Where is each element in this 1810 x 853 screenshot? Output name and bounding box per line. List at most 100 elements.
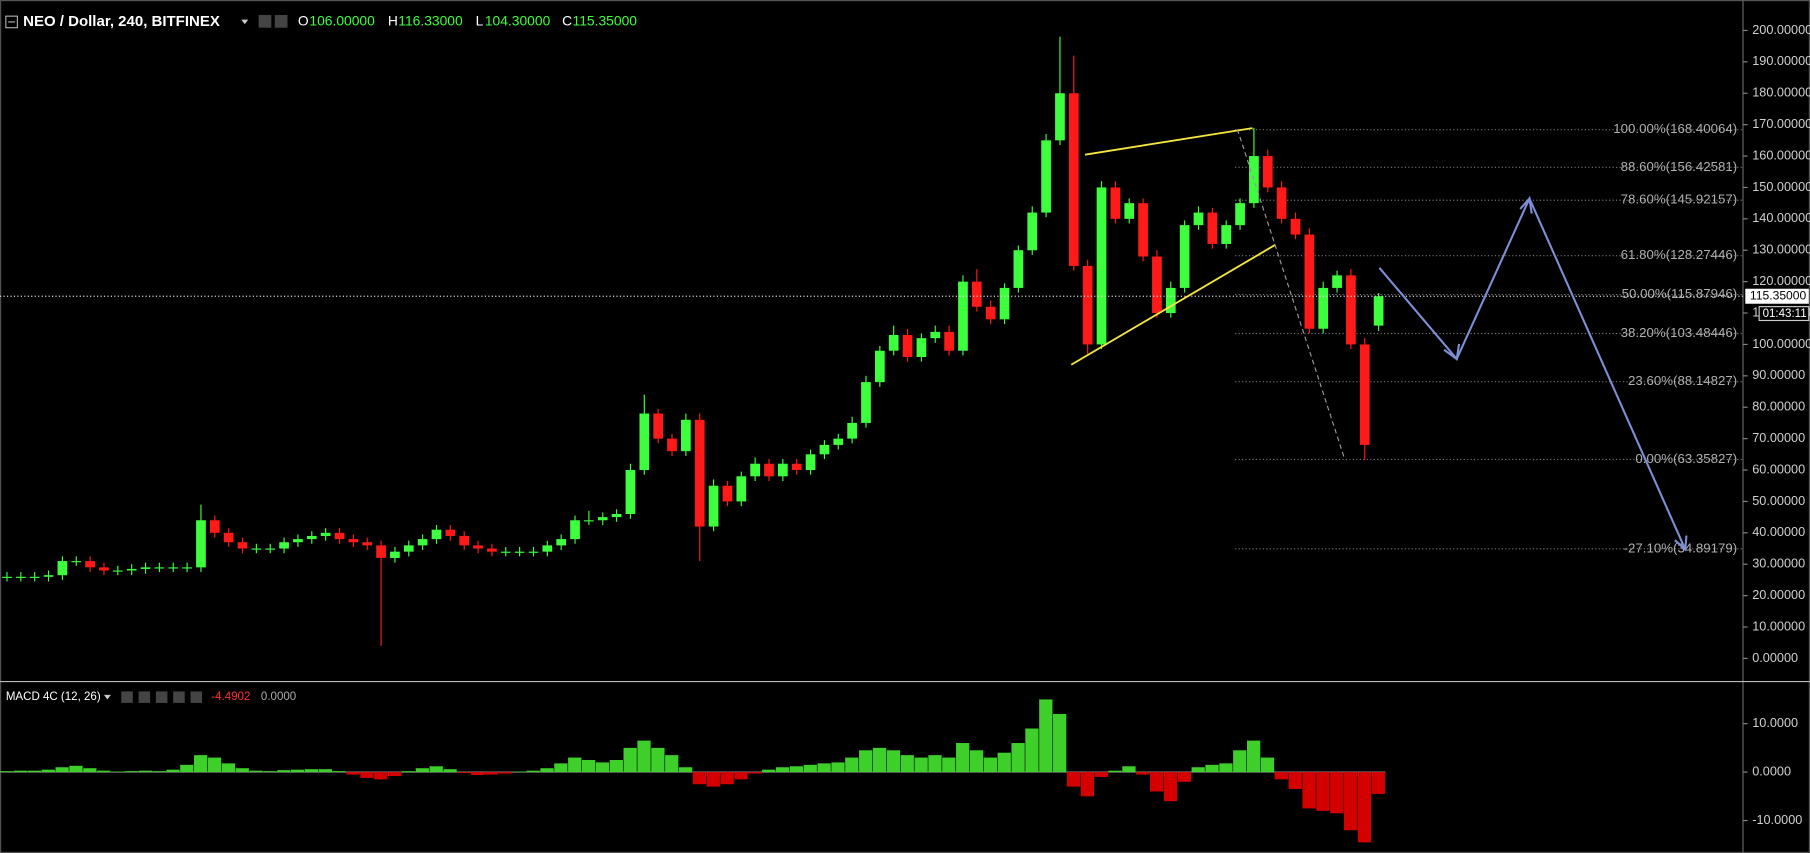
macd-bar (498, 772, 513, 774)
macd-bar (1274, 772, 1288, 780)
macd-bar (1288, 772, 1302, 790)
macd-icon[interactable] (173, 691, 185, 703)
macd-bar (969, 750, 984, 773)
macd-value: -4.4902 (211, 691, 250, 703)
y-tick-label: 190.00000 (1752, 54, 1810, 68)
macd-icon[interactable] (155, 691, 168, 703)
candle-body (1082, 265, 1093, 345)
candle-body (126, 568, 137, 571)
macd-bar (595, 762, 610, 773)
candle-body (556, 539, 567, 546)
macd-bar (983, 757, 998, 773)
candle-body (168, 567, 179, 569)
close-label: C (562, 13, 572, 29)
candle-body (1179, 225, 1190, 288)
macd-bar (706, 772, 720, 787)
macd-icon[interactable] (121, 691, 133, 703)
macd-bar (0, 771, 14, 773)
candle-body (570, 520, 580, 540)
y-tick-label: 180.00000 (1752, 86, 1810, 100)
macd-bar (1357, 772, 1372, 843)
current-price-box (1745, 288, 1809, 304)
macd-bar (277, 770, 291, 773)
macd-bar (720, 772, 734, 785)
candle-body (487, 548, 497, 552)
visibility-icon[interactable] (274, 15, 288, 28)
candle-body (431, 529, 442, 540)
low-value: 104.30000 (485, 13, 551, 29)
macd-bar (859, 750, 873, 773)
dropdown-caret[interactable] (103, 694, 111, 700)
candle-body (1013, 250, 1024, 288)
candle-body (1276, 187, 1287, 219)
macd-bar (1025, 728, 1039, 773)
candle-body (1096, 187, 1107, 345)
projection-path (1378, 195, 1687, 550)
macd-bar (1136, 772, 1150, 775)
macd-bar (41, 769, 55, 773)
candle-body (819, 444, 830, 455)
macd-y-tick-label: 0.0000 (1752, 764, 1791, 778)
macd-title: MACD 4C (12, 26) (6, 691, 101, 703)
candle-body (1346, 275, 1356, 345)
macd-bar (387, 772, 402, 776)
macd-bar (914, 757, 928, 773)
y-tick-label: 130.00000 (1752, 243, 1810, 257)
candle-body (916, 338, 927, 357)
macd-bar (1330, 772, 1344, 814)
macd-bar (1343, 772, 1358, 831)
candle-body (348, 539, 359, 543)
macd-bar (318, 769, 332, 773)
macd-bar (124, 771, 139, 773)
candle-body (681, 419, 691, 452)
candle-body (639, 413, 650, 471)
candle-body (1041, 140, 1051, 213)
macd-bar (401, 771, 416, 773)
macd-y-tick-label: -10.0000 (1752, 813, 1802, 827)
y-tick-label: 10.00000 (1752, 619, 1805, 633)
candle-body (196, 520, 206, 568)
dropdown-caret[interactable] (241, 19, 249, 25)
macd-bar (166, 769, 180, 773)
macd-bar (360, 772, 374, 778)
macd-bar (900, 755, 914, 773)
macd-bar (69, 765, 83, 773)
macd-bar (956, 743, 970, 773)
arrow-head (1674, 535, 1688, 552)
candle-body (791, 463, 802, 471)
macd-icon[interactable] (138, 691, 151, 703)
macd-bar (346, 772, 360, 775)
candle-body (279, 542, 289, 549)
triangle-upper (1084, 127, 1253, 156)
candle-body (708, 485, 719, 527)
settings-icon[interactable] (258, 15, 272, 28)
candle-body (1068, 93, 1079, 266)
triangle-lower (1070, 243, 1276, 366)
macd-icon[interactable] (190, 691, 203, 703)
candle-body (500, 551, 511, 553)
high-label: H (388, 13, 398, 29)
macd-bar (374, 772, 388, 780)
arrow-head (1519, 196, 1533, 214)
candle-body (473, 545, 483, 549)
low-label: L (476, 13, 484, 29)
candle-body (667, 438, 677, 452)
fib-trend-line (1236, 129, 1346, 460)
candle-body (2, 576, 12, 578)
candle-body (584, 520, 594, 522)
candle-body (611, 513, 622, 518)
y-tick-label: 30.00000 (1752, 557, 1805, 571)
macd-bar (1177, 772, 1191, 782)
fib-label: 50.00%(115.87946) (1622, 286, 1738, 301)
collapse-icon[interactable] (5, 15, 18, 29)
candle-body (971, 281, 982, 307)
macd-bar (304, 769, 319, 773)
macd-bar (817, 763, 831, 773)
candle-body (1221, 225, 1232, 244)
macd-bar (1066, 772, 1081, 787)
y-tick-label: 100.00000 (1752, 337, 1810, 351)
fib-label: 100.00%(168.40064) (1613, 121, 1737, 136)
macd-bar (540, 768, 554, 773)
